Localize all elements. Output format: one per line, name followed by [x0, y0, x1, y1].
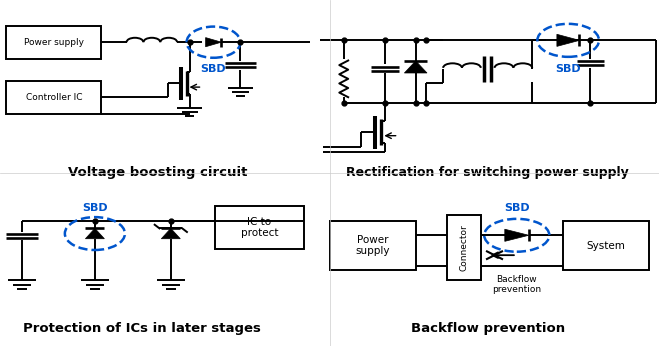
Polygon shape	[405, 61, 427, 73]
Text: Power
supply: Power supply	[356, 235, 390, 256]
Text: Rectification for switching power supply: Rectification for switching power supply	[346, 166, 629, 179]
Text: Controller IC: Controller IC	[26, 93, 82, 102]
Text: IC to
protect: IC to protect	[241, 217, 278, 238]
Text: Protection of ICs in later stages: Protection of ICs in later stages	[24, 322, 261, 335]
Text: System: System	[587, 241, 625, 251]
Text: SBD: SBD	[556, 64, 581, 74]
Bar	[7, 81, 101, 114]
Polygon shape	[557, 34, 579, 46]
Text: SBD: SBD	[504, 203, 530, 213]
Text: Backflow
prevention: Backflow prevention	[492, 275, 541, 294]
Bar	[447, 215, 481, 280]
Bar	[330, 221, 416, 270]
Polygon shape	[161, 228, 181, 239]
Polygon shape	[206, 38, 221, 47]
Text: Voltage boosting circuit: Voltage boosting circuit	[69, 166, 248, 179]
Bar	[7, 26, 101, 59]
Bar	[215, 206, 304, 249]
Text: SBD: SBD	[82, 203, 107, 213]
Text: SBD: SBD	[201, 64, 226, 74]
Polygon shape	[505, 229, 529, 242]
Polygon shape	[86, 228, 104, 239]
Text: Connector: Connector	[459, 224, 468, 271]
Text: Power supply: Power supply	[24, 38, 84, 47]
Text: Backflow prevention: Backflow prevention	[411, 322, 565, 335]
Bar	[563, 221, 648, 270]
